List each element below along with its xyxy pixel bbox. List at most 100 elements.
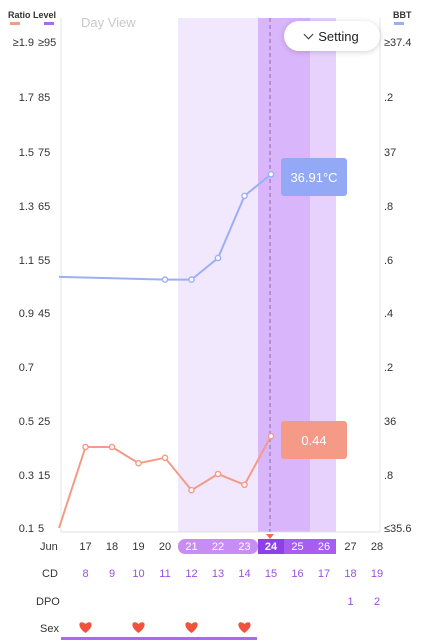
- bbt-tick-label: ≤35.6: [384, 523, 411, 535]
- level-tick-label: 55: [38, 255, 50, 267]
- bbt-tick-label: .8: [384, 470, 393, 482]
- bbt-value-text: 36.91°C: [290, 169, 338, 185]
- ratio-value-tooltip: 0.44: [281, 421, 347, 459]
- ratio-legend-swatch: [10, 22, 20, 25]
- ratio-point[interactable]: [161, 454, 169, 462]
- date-label[interactable]: 23: [238, 541, 250, 553]
- ratio-tick-label: 0.7: [19, 362, 34, 374]
- cd-value: 12: [185, 568, 197, 580]
- sex-row: Sex: [40, 622, 257, 640]
- sex-row-label: Sex: [40, 623, 59, 635]
- month-label: Jun: [40, 541, 58, 553]
- heart-icon: [132, 622, 145, 633]
- date-label[interactable]: 25: [291, 541, 303, 553]
- bbt-point[interactable]: [214, 254, 222, 262]
- level-legend-swatch: [44, 22, 54, 25]
- bbt-value-tooltip: 36.91°C: [281, 158, 347, 196]
- sex-row-bar: [61, 637, 257, 640]
- cd-value: 19: [371, 568, 383, 580]
- bbt-series-line: [58, 173, 272, 281]
- ratio-tick-label: 1.7: [19, 92, 34, 104]
- right-axis: ≥37.4 .2 37 .8 .6 .4 .2 36 .8 ≤35.6: [384, 37, 411, 535]
- ratio-point[interactable]: [267, 432, 275, 440]
- bbt-point[interactable]: [161, 276, 169, 283]
- ratio-point[interactable]: [82, 443, 89, 451]
- ratio-value-text: 0.44: [301, 432, 327, 448]
- ratio-point[interactable]: [135, 459, 142, 467]
- cd-value: 13: [212, 568, 224, 580]
- bbt-label: BBT: [393, 10, 412, 20]
- bbt-tick-label: ≥37.4: [384, 37, 411, 49]
- left-axis: ≥1.9 1.7 1.5 1.3 1.1 0.9 0.7 0.5 0.3 0.1 ≥95 85 75 65…: [13, 37, 57, 535]
- fertile-date-pill: [178, 539, 258, 554]
- level-tick-label: 85: [38, 92, 50, 104]
- setting-label: Setting: [318, 28, 359, 44]
- series-layer: [58, 170, 275, 529]
- cd-value: 14: [238, 568, 250, 580]
- ratio-tick-label: 0.1: [19, 523, 34, 535]
- level-tick-label: 5: [38, 523, 44, 535]
- ratio-point[interactable]: [241, 481, 248, 489]
- heart-icon: [79, 622, 92, 633]
- level-tick-label: 15: [38, 470, 50, 482]
- cd-value: 18: [344, 568, 356, 580]
- selected-date-cell: [258, 539, 284, 554]
- level-tick-label: ≥95: [38, 37, 56, 49]
- dpo-value: 2: [374, 596, 380, 608]
- gridlines: [60, 18, 381, 533]
- cd-value: 9: [109, 568, 115, 580]
- bbt-tick-label: .2: [384, 92, 393, 104]
- fertile-window-band: [178, 18, 258, 532]
- heart-icon: [185, 622, 198, 633]
- setting-button[interactable]: Setting: [284, 21, 380, 51]
- bbt-point[interactable]: [267, 170, 275, 178]
- bbt-tick-label: 37: [384, 147, 396, 159]
- date-label[interactable]: 17: [79, 541, 91, 553]
- bbt-point[interactable]: [241, 192, 248, 200]
- level-tick-label: 75: [38, 147, 50, 159]
- date-label[interactable]: 28: [371, 541, 383, 553]
- ratio-tick-label: 0.9: [19, 308, 34, 320]
- dpo-value: 1: [347, 596, 353, 608]
- bbt-point[interactable]: [188, 276, 195, 283]
- level-tick-label: 45: [38, 308, 50, 320]
- bbt-tick-label: .4: [384, 308, 393, 320]
- level-tick-label: 65: [38, 201, 50, 213]
- date-label[interactable]: 21: [185, 541, 197, 553]
- ratio-tick-label: ≥1.9: [13, 37, 34, 49]
- ratio-tick-label: 1.3: [19, 201, 34, 213]
- cd-value: 10: [132, 568, 144, 580]
- cd-row: CD 8 9 10 11 12 13 14 15 16 17 18 19: [42, 568, 383, 580]
- cd-value: 17: [318, 568, 330, 580]
- cd-value: 11: [159, 568, 170, 580]
- bbt-tick-label: .6: [384, 255, 393, 267]
- heart-icon: [238, 622, 251, 633]
- date-label[interactable]: 18: [106, 541, 118, 553]
- bbt-tick-label: .2: [384, 362, 393, 374]
- cd-value: 15: [265, 568, 277, 580]
- ratio-tick-label: 1.1: [19, 255, 34, 267]
- ratio-point[interactable]: [214, 470, 222, 478]
- ratio-tick-label: 0.5: [19, 416, 34, 428]
- level-tick-label: 25: [38, 416, 50, 428]
- ratio-level-label: Ratio Level: [8, 10, 56, 20]
- ratio-point[interactable]: [108, 443, 116, 451]
- chevron-down-icon: [303, 29, 314, 39]
- date-label[interactable]: 24: [265, 541, 278, 553]
- bbt-tick-label: .8: [384, 201, 393, 213]
- date-label[interactable]: 20: [159, 541, 171, 553]
- date-label[interactable]: 26: [318, 541, 330, 553]
- dpo-row: DPO 1 2: [36, 596, 380, 608]
- ratio-point[interactable]: [188, 486, 195, 494]
- date-label[interactable]: 22: [212, 541, 224, 553]
- date-label[interactable]: 19: [132, 541, 144, 553]
- cd-value: 8: [82, 568, 88, 580]
- cd-value: 16: [291, 568, 303, 580]
- date-label[interactable]: 27: [344, 541, 356, 553]
- ratio-tick-label: 1.5: [19, 147, 34, 159]
- cd-row-label: CD: [42, 568, 58, 580]
- bbt-legend-swatch: [394, 22, 404, 25]
- date-row[interactable]: Jun 17 18 19 20 21 22 23 24 25 26 27 28: [40, 534, 383, 554]
- ratio-tick-label: 0.3: [19, 470, 34, 482]
